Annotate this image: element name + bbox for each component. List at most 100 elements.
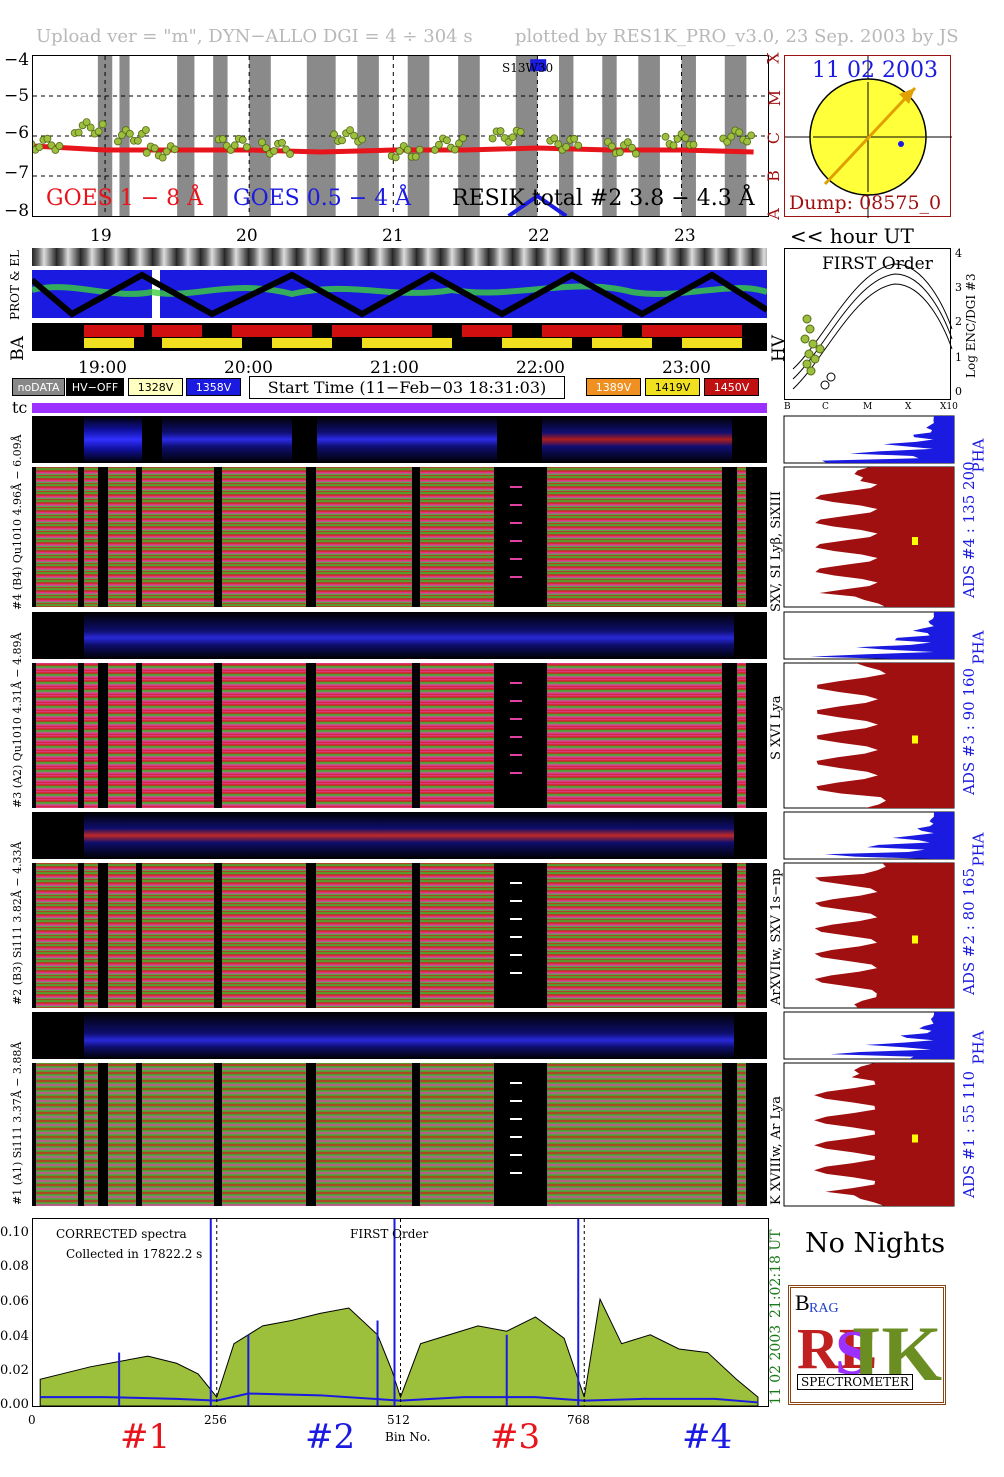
ads-hist-1: [816, 663, 954, 808]
group-2: #2: [305, 1417, 356, 1457]
resik-point-6-5: [350, 131, 358, 140]
no-nights: No Nights: [805, 1228, 946, 1259]
resik-point-0-2: [35, 143, 44, 151]
pha-hist-3: [830, 1012, 954, 1059]
spectra-title1: CORRECTED spectra: [56, 1227, 187, 1241]
resik-point-2-1: [117, 131, 126, 139]
resik-point-3-5: [162, 147, 171, 156]
resik-point-6-0: [330, 130, 338, 139]
resik-point-12-0: [661, 132, 670, 141]
gap-2-3: [136, 863, 142, 1008]
gap-3-1: [78, 1063, 84, 1206]
ads-marker-3: [912, 1134, 918, 1143]
gap-1-3: [136, 663, 142, 808]
ads-label-2: ADS #2 : 80 165: [960, 867, 978, 995]
sun-panel: [784, 55, 952, 218]
gap-2-0: [32, 863, 36, 1008]
hour-tick-22: 22: [528, 226, 550, 246]
gap-2-7: [494, 863, 547, 1008]
legend-resik: RESIK total #2 3.8 − 4.3 Å: [452, 186, 755, 211]
resik-point-3-4: [158, 153, 167, 162]
resik-point-12-7: [689, 140, 698, 149]
resik-point-12-2: [669, 141, 678, 150]
hour-ut-label: << hour UT: [790, 224, 914, 248]
gap-2-4: [214, 863, 222, 1008]
ba-strip: [32, 323, 767, 351]
resik-point-7-6: [411, 152, 420, 161]
resik-point-11-3: [615, 148, 624, 157]
goes-plot-svg: [33, 56, 768, 216]
logo-caption: SPECTROMETER: [797, 1374, 913, 1390]
resik-point-13-6: [743, 137, 752, 146]
resik-point-0-7: [55, 142, 64, 150]
ads-hist-0: [814, 467, 954, 607]
resik-point-8-7: [459, 134, 467, 142]
goes-plot: [32, 55, 769, 217]
spectra-title2: Collected in 17822.2 s: [66, 1247, 203, 1261]
pha-hist-1: [810, 612, 954, 659]
svg-text:B: B: [795, 1290, 810, 1315]
gap-1-8: [722, 663, 737, 808]
resik-point-5-3: [270, 147, 278, 155]
goes-ytick-5: −8: [4, 201, 30, 221]
svg-text:RE: RE: [797, 1316, 878, 1381]
goes-ytick-1: −4: [4, 50, 30, 70]
gap-1-7: [494, 663, 547, 808]
gap-3-5: [306, 1063, 316, 1206]
resik-point-10-4: [562, 143, 571, 151]
ch1-ions: K XVIIIw, Ar Lya: [769, 1096, 784, 1205]
resik-point-8-5: [451, 145, 459, 154]
ads-marker-0: [912, 537, 918, 545]
resik-point-6-2: [338, 136, 346, 145]
group-3: #3: [490, 1417, 541, 1457]
spectrogram-area: [32, 416, 767, 1206]
resik-point-2-3: [125, 129, 134, 138]
resik-point-8-0: [431, 146, 439, 154]
prot-el-label: PROT & EL: [8, 250, 22, 320]
spec-ytick-002: 0.02: [0, 1363, 29, 1378]
time-22: 22:00: [516, 358, 565, 378]
prot-el-strip: [32, 270, 767, 318]
resik-point-3-0: [142, 148, 151, 157]
header-right: plotted by RES1K_PRO_v3.0, 23 Sep. 2003 …: [515, 26, 959, 47]
pha-hist-2: [824, 812, 954, 859]
class-x: X: [763, 52, 783, 64]
gap-0-1: [78, 467, 84, 607]
pha-label-3: PHA: [969, 630, 988, 665]
status-1450v: 1450V: [704, 378, 759, 396]
pha-box-1: [783, 611, 955, 660]
gap-0-0: [32, 467, 36, 607]
spectrogram-3: [32, 663, 767, 808]
gap-0-3: [136, 467, 142, 607]
spectrogram-1: [32, 1063, 767, 1206]
resik-point-3-2: [150, 144, 159, 153]
ch3-label: #3 (A2) Qu1010 4.31Å − 4.89Å: [11, 632, 24, 808]
tc-label: tc: [12, 398, 28, 417]
gap-0-5: [306, 467, 316, 607]
resik-point-5-7: [286, 150, 294, 158]
gap-2-8: [722, 863, 737, 1008]
resik-point-7-7: [415, 145, 424, 154]
pha-hist-0: [821, 416, 954, 463]
pha-label-1: PHA: [969, 1030, 988, 1065]
goes-05-4-marker: [530, 59, 547, 72]
resik-point-4-7: [242, 143, 251, 151]
ads-label-4: ADS #4 : 135 200: [960, 461, 978, 598]
resik-point-5-0: [258, 138, 266, 147]
spec-right-time: 21:02:18 UT: [768, 1229, 784, 1318]
gap-2-5: [306, 863, 316, 1008]
time-20: 20:00: [224, 358, 273, 378]
status-1328v: 1328V: [128, 378, 183, 396]
resik-point-1-1: [74, 128, 83, 137]
first-order-points: [800, 314, 825, 376]
resik-point-5-5: [278, 138, 286, 147]
ba-svg: [84, 325, 742, 348]
gap-3-3: [136, 1063, 142, 1206]
first-order-title: FIRST Order: [822, 254, 933, 274]
pha-label-2: PHA: [969, 832, 988, 867]
spectra-plot: [32, 1218, 769, 1407]
resik-point-8-6: [455, 139, 463, 148]
ch2-label: #2 (B3) Si111 3.82Å − 4.33Å: [11, 841, 24, 1005]
goes-ytick-2: −5: [4, 86, 30, 106]
ch1-label: #1 (A1) Si111 3.37Å − 3.88Å: [11, 1041, 24, 1205]
